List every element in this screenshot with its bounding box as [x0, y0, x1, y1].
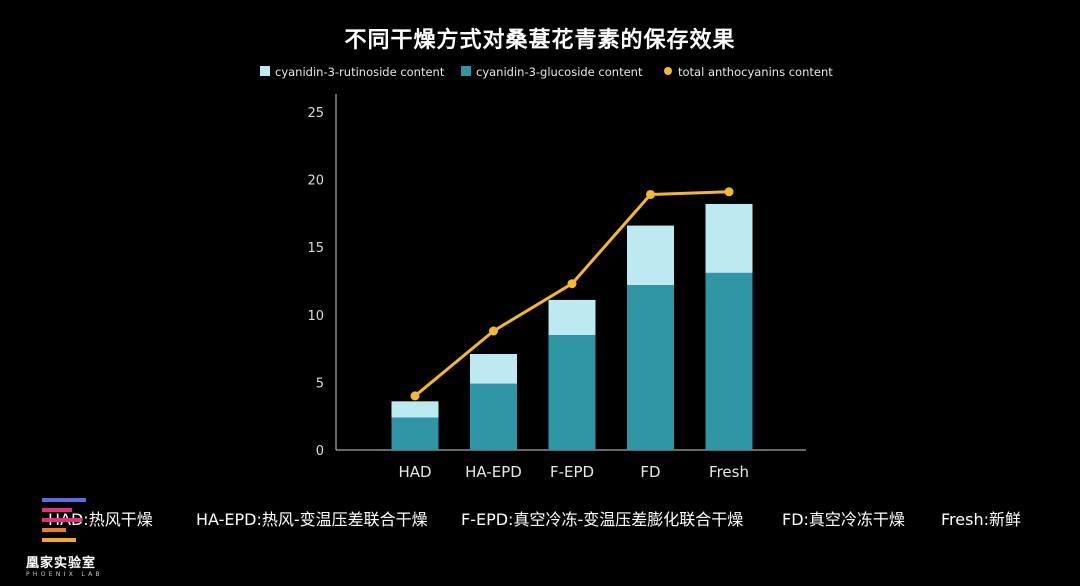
- legend-label: cyanidin-3-rutinoside content: [275, 65, 445, 79]
- bar-segment: [705, 203, 753, 273]
- bar-segment: [705, 272, 753, 450]
- legend-marker: [664, 67, 672, 75]
- x-tick-label: F-EPD: [550, 463, 594, 481]
- logo-name: 凰家实验室: [26, 556, 97, 571]
- anthocyanin-chart: 0 5 10 15 20 25 HAD HA-EPD F-EPD FD Fresh cyanidin-…: [260, 65, 833, 481]
- legend-swatch: [260, 66, 270, 76]
- y-tick-label: 0: [316, 444, 324, 459]
- x-tick-label: FD: [640, 463, 660, 481]
- legend-label: cyanidin-3-glucoside content: [476, 65, 643, 79]
- x-tick-label: HA-EPD: [465, 463, 522, 481]
- footnote-f-epd: F-EPD:真空冷冻-变温压差膨化联合干燥: [461, 510, 744, 529]
- logo-subtitle: PHOENIX LAB: [26, 571, 103, 578]
- logo-stripe: [42, 508, 72, 512]
- bar-segment: [548, 299, 596, 336]
- footnote-ha-epd: HA-EPD:热风-变温压差联合干燥: [196, 510, 428, 529]
- bar-segment: [548, 335, 596, 450]
- y-tick-label: 25: [307, 106, 324, 121]
- bar-segment: [470, 383, 517, 450]
- bar-segment: [470, 354, 517, 384]
- line-point: [567, 279, 577, 289]
- logo-stripe: [42, 518, 82, 522]
- y-tick-label: 5: [316, 376, 324, 391]
- legend-swatch: [461, 66, 471, 76]
- y-tick-label: 20: [307, 174, 324, 189]
- y-tick-label: 10: [307, 309, 324, 324]
- footnote-had: HAD:热风干燥: [48, 510, 153, 529]
- logo-stripe: [42, 528, 66, 532]
- footnote-fresh: Fresh:新鲜: [941, 510, 1021, 529]
- legend-label: total anthocyanins content: [678, 65, 833, 79]
- y-tick-label: 15: [307, 241, 324, 256]
- line-point: [724, 187, 734, 197]
- bar-segment: [627, 285, 674, 450]
- line-point: [410, 391, 420, 401]
- bar-segment: [627, 225, 674, 286]
- logo-stripe: [42, 538, 76, 542]
- line-point: [646, 189, 655, 199]
- logo-stripe: [42, 498, 86, 502]
- x-tick-label: Fresh: [709, 463, 749, 481]
- footnote-legend: HAD:热风干燥 HA-EPD:热风-变温压差联合干燥 F-EPD:真空冷冻-变…: [0, 506, 1080, 530]
- bar-segment: [391, 417, 439, 450]
- footnote-fd: FD:真空冷冻干燥: [782, 510, 905, 529]
- x-tick-label: HAD: [398, 463, 431, 481]
- line-point: [489, 326, 498, 336]
- chart-title: 不同干燥方式对桑葚花青素的保存效果: [344, 28, 736, 53]
- bar-segment: [391, 401, 439, 418]
